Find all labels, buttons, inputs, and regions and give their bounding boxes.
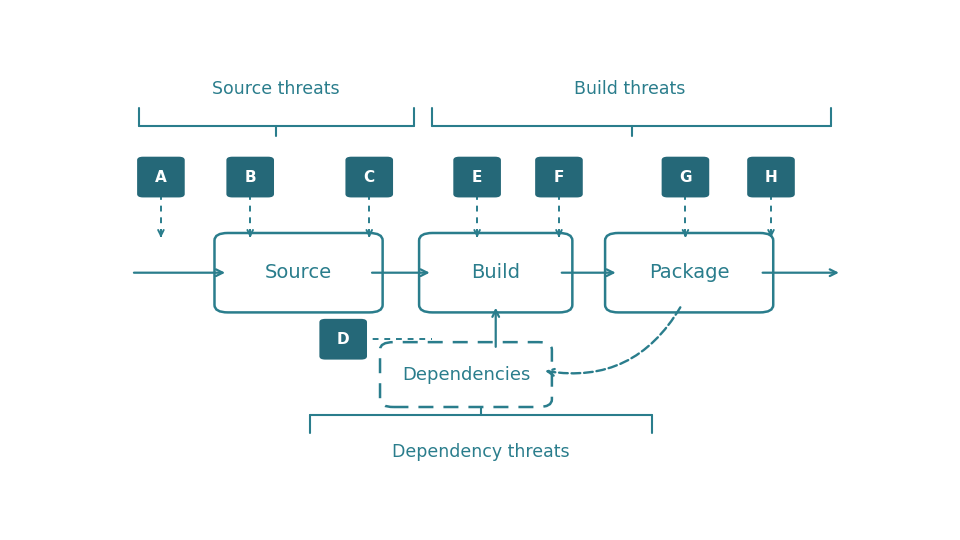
FancyBboxPatch shape <box>227 157 274 198</box>
Text: C: C <box>364 170 374 185</box>
Text: Source threats: Source threats <box>212 80 340 98</box>
Text: Source: Source <box>265 263 332 282</box>
FancyBboxPatch shape <box>380 342 552 407</box>
FancyBboxPatch shape <box>747 157 795 198</box>
Text: Dependency threats: Dependency threats <box>392 443 569 461</box>
Text: Build threats: Build threats <box>574 80 685 98</box>
FancyBboxPatch shape <box>214 233 383 313</box>
FancyBboxPatch shape <box>346 157 393 198</box>
FancyBboxPatch shape <box>605 233 773 313</box>
FancyBboxPatch shape <box>320 319 367 360</box>
Text: G: G <box>679 170 692 185</box>
Text: B: B <box>245 170 256 185</box>
Text: H: H <box>764 170 778 185</box>
Text: Package: Package <box>649 263 730 282</box>
Text: D: D <box>337 332 349 347</box>
Text: Build: Build <box>471 263 520 282</box>
Text: A: A <box>156 170 167 185</box>
FancyBboxPatch shape <box>453 157 501 198</box>
Text: Dependencies: Dependencies <box>402 366 530 383</box>
FancyBboxPatch shape <box>420 233 572 313</box>
Text: E: E <box>472 170 482 185</box>
FancyBboxPatch shape <box>661 157 709 198</box>
FancyBboxPatch shape <box>137 157 184 198</box>
Text: F: F <box>554 170 564 185</box>
FancyBboxPatch shape <box>535 157 583 198</box>
